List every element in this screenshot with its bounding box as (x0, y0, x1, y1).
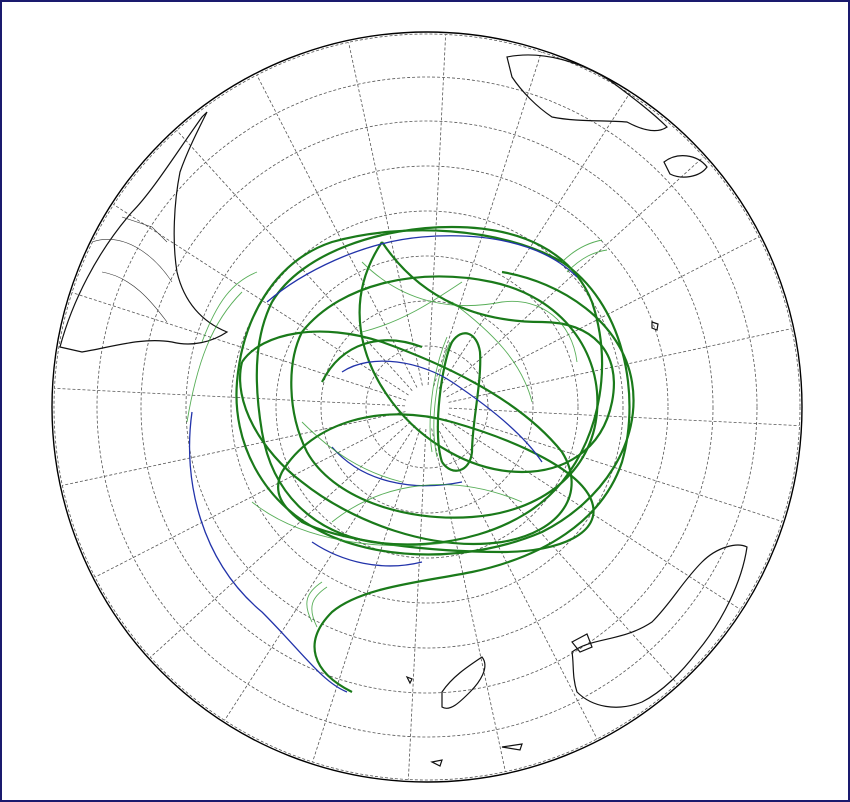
trajectory (188, 411, 348, 693)
meridian (436, 426, 598, 740)
meridian (62, 411, 406, 486)
parallel (185, 165, 669, 649)
coast (441, 656, 486, 709)
parallel (230, 210, 624, 604)
meridian (224, 425, 416, 721)
meridian (427, 34, 447, 386)
coastlines (59, 54, 748, 767)
trajectory (239, 330, 573, 546)
islet (405, 321, 659, 767)
meridians (54, 34, 800, 780)
meridian (448, 407, 800, 427)
meridian (443, 156, 704, 393)
map-edge (51, 31, 803, 783)
parallel (96, 76, 758, 738)
coast (663, 155, 708, 178)
meridian (441, 423, 678, 684)
meridian (446, 236, 760, 398)
parallel (140, 120, 714, 694)
meridian (431, 428, 506, 772)
trajectory (235, 229, 635, 693)
coast (59, 111, 229, 353)
meridian (150, 421, 411, 658)
meridian (433, 51, 542, 387)
trajectory (358, 241, 615, 474)
parallel (53, 33, 801, 781)
coast (506, 54, 668, 132)
meridian (348, 42, 423, 386)
coast (571, 544, 748, 708)
meridian (407, 428, 427, 780)
trajectory (266, 235, 578, 567)
meridian (71, 292, 407, 401)
meridian (54, 387, 406, 407)
meridian (256, 74, 418, 388)
trajectory (301, 261, 578, 483)
meridian (448, 328, 792, 403)
trajectories (186, 225, 635, 693)
graticule (53, 33, 801, 781)
meridian (176, 130, 413, 391)
trajectory (290, 275, 599, 519)
trajectory (255, 225, 604, 546)
meridian (94, 416, 408, 578)
trajectory (186, 239, 608, 628)
river (91, 216, 173, 323)
parallel (365, 345, 489, 469)
meridian (438, 93, 630, 389)
trajectory (277, 413, 595, 554)
parallel (320, 300, 534, 514)
parallel (275, 255, 579, 559)
meridian (447, 413, 783, 522)
